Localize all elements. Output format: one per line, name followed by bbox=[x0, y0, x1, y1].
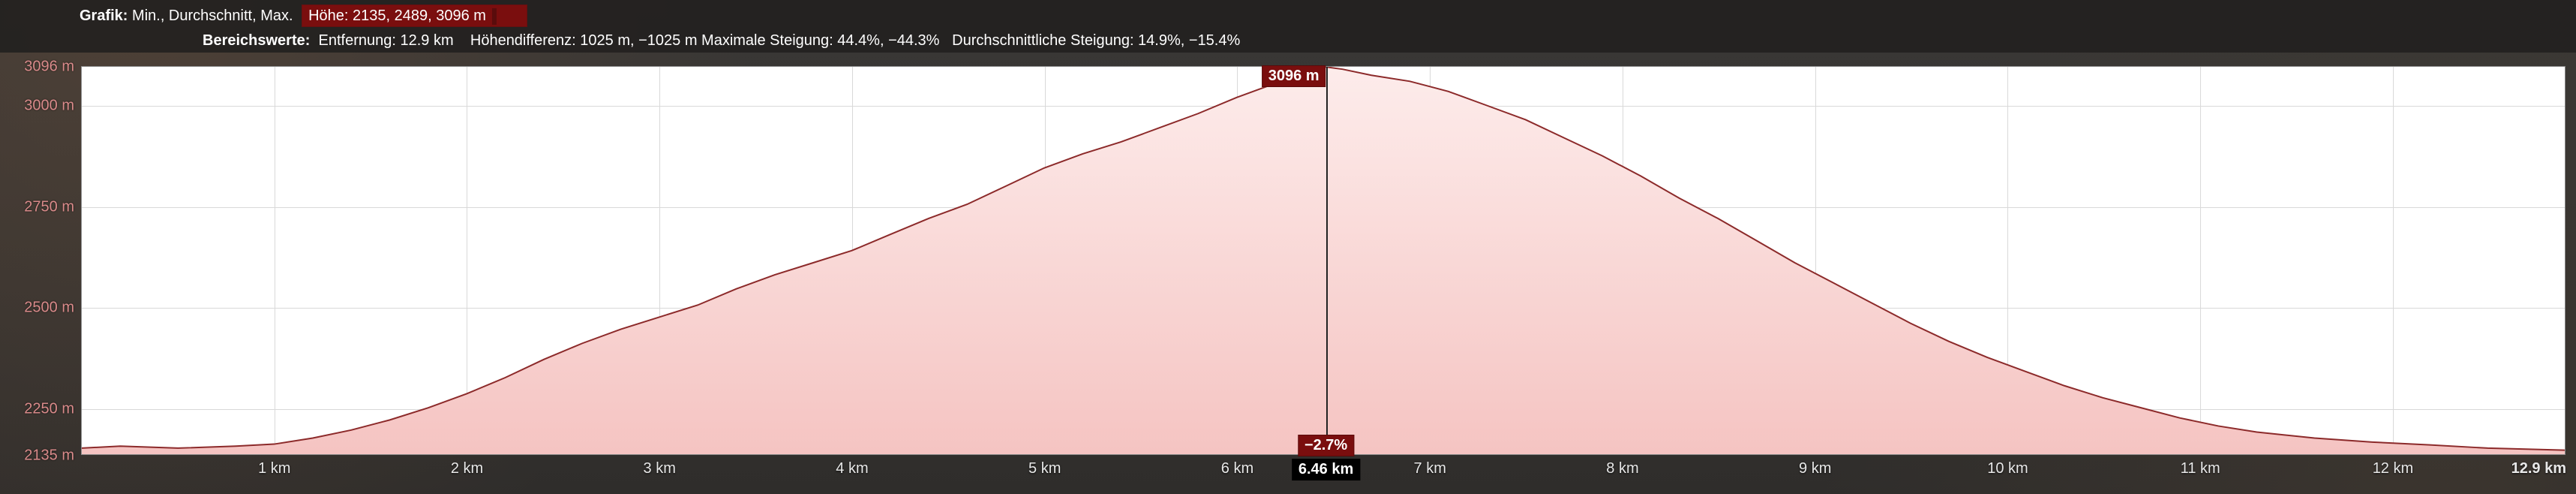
elevation-area bbox=[82, 67, 2565, 454]
x-axis-label: 4 km bbox=[836, 454, 868, 477]
x-axis-label: 11 km bbox=[2181, 454, 2220, 477]
y-axis-label: 2135 m bbox=[24, 447, 82, 465]
durchschnitt-steigung-value: Durchschnittliche Steigung: 14.9%, −15.4… bbox=[952, 32, 1240, 49]
grafik-value: Min., Durchschnitt, Max. bbox=[132, 8, 293, 24]
x-axis-label: 9 km bbox=[1799, 454, 1831, 477]
peak-elevation-badge: 3096 m bbox=[1262, 65, 1326, 87]
cursor-line[interactable] bbox=[1326, 67, 1328, 454]
x-axis-label: 12 km bbox=[2373, 454, 2413, 477]
x-axis-label: 1 km bbox=[258, 454, 290, 477]
elevation-chart[interactable]: 2135 m2250 m2500 m2750 m3000 m3096 m1 km… bbox=[81, 66, 2565, 455]
x-axis-label: 2 km bbox=[451, 454, 483, 477]
x-axis-label: 3 km bbox=[644, 454, 676, 477]
elevation-profile-widget: Grafik: Min., Durchschnitt, Max. Höhe: 2… bbox=[0, 0, 2576, 494]
bereichswerte-label: Bereichswerte: bbox=[203, 32, 310, 49]
x-axis-label: 10 km bbox=[1987, 454, 2028, 477]
y-axis-label: 2500 m bbox=[24, 300, 82, 317]
max-steigung-value: Maximale Steigung: 44.4%, −44.3% bbox=[701, 32, 939, 49]
x-axis-label: 5 km bbox=[1028, 454, 1061, 477]
hoehe-badge: Höhe: 2135, 2489, 3096 m bbox=[302, 5, 527, 27]
slope-badge: −2.7% bbox=[1298, 435, 1354, 456]
x-axis-label: 6 km bbox=[1221, 454, 1253, 477]
y-axis-label: 3000 m bbox=[24, 97, 82, 114]
y-axis-label: 2750 m bbox=[24, 198, 82, 215]
y-axis-label: 3096 m bbox=[24, 59, 82, 76]
cursor-x-label: 6.46 km bbox=[1292, 459, 1360, 480]
x-axis-label: 7 km bbox=[1414, 454, 1446, 477]
x-axis-label: 12.9 km bbox=[2511, 454, 2566, 477]
header-bar: Grafik: Min., Durchschnitt, Max. Höhe: 2… bbox=[0, 0, 2576, 53]
x-axis-label: 8 km bbox=[1606, 454, 1638, 477]
grafik-label: Grafik: bbox=[80, 8, 128, 24]
hoehendifferenz-value: Höhendifferenz: 1025 m, −1025 m bbox=[470, 32, 698, 49]
y-axis-label: 2250 m bbox=[24, 401, 82, 418]
entfernung-value: Entfernung: 12.9 km bbox=[319, 32, 454, 49]
